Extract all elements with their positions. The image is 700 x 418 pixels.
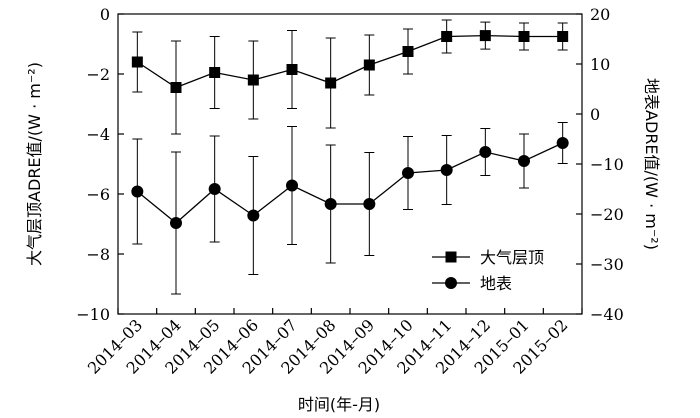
legend-label: 地表 xyxy=(480,274,512,293)
x-axis: 2014–032014–042014–052014–062014–072014–… xyxy=(84,308,583,378)
right-y-tick-label: −40 xyxy=(590,305,624,324)
right-y-tick-label: −10 xyxy=(590,155,624,174)
data-point-circle xyxy=(479,146,492,158)
plot-frame xyxy=(117,13,583,315)
data-point-square xyxy=(325,77,337,89)
data-point-circle xyxy=(556,137,569,149)
plot-border xyxy=(117,13,583,315)
right-y-tick-label: 10 xyxy=(590,55,610,74)
data-point-square xyxy=(170,82,182,93)
data-point-circle xyxy=(518,155,530,167)
data-point-square xyxy=(441,31,453,42)
series-toa xyxy=(131,19,569,135)
right-y-tick-label: −20 xyxy=(590,205,624,224)
data-point-square xyxy=(131,56,143,68)
data-point-circle xyxy=(363,198,376,210)
legend-square-marker xyxy=(445,251,457,263)
left-y-tick-label: −2 xyxy=(86,65,110,84)
series-line xyxy=(136,142,563,224)
data-point-circle xyxy=(247,209,260,222)
data-point-square xyxy=(209,67,221,78)
x-axis-title: 时间(年-月) xyxy=(298,395,380,414)
data-point-square xyxy=(557,31,569,42)
right-y-tick-label: 20 xyxy=(590,5,610,24)
data-point-circle xyxy=(324,198,337,210)
series-layer xyxy=(131,19,569,295)
series-surface xyxy=(131,122,569,295)
right-y-tick-label: 0 xyxy=(590,105,600,124)
data-point-circle xyxy=(131,185,144,198)
data-point-circle xyxy=(440,164,453,176)
data-point-circle xyxy=(170,217,182,229)
right-y-axis: 20 10 0 −10 −20 −30 −40 xyxy=(576,5,624,324)
data-point-square xyxy=(363,59,375,71)
legend-circle-marker xyxy=(445,277,457,289)
data-point-circle xyxy=(402,167,414,179)
left-y-tick-label: −8 xyxy=(86,245,110,264)
data-point-square xyxy=(518,31,530,42)
left-y-tick-label: −6 xyxy=(86,185,110,204)
legend-label: 大气层顶 xyxy=(480,248,544,267)
legend-item: 地表 xyxy=(432,274,512,293)
data-point-circle xyxy=(208,183,221,195)
data-point-square xyxy=(479,30,491,42)
legend-item: 大气层顶 xyxy=(432,248,544,267)
right-y-tick-label: −30 xyxy=(590,255,624,274)
left-y-tick-label: −4 xyxy=(86,125,110,144)
left-y-axis-title: 大气层顶ADRE值/(W · m⁻²) xyxy=(25,62,44,266)
left-y-tick-label: −10 xyxy=(76,305,110,324)
left-y-axis: 0 −2 −4 −6 −8 −10 xyxy=(76,5,124,324)
data-point-square xyxy=(247,74,259,86)
data-point-circle xyxy=(286,179,298,192)
data-point-square xyxy=(402,46,414,57)
series-line xyxy=(136,34,563,89)
data-point-square xyxy=(286,64,298,75)
right-y-axis-title: 地表ADRE值/(W · m⁻²) xyxy=(642,78,661,250)
left-y-tick-label: 0 xyxy=(100,5,110,24)
